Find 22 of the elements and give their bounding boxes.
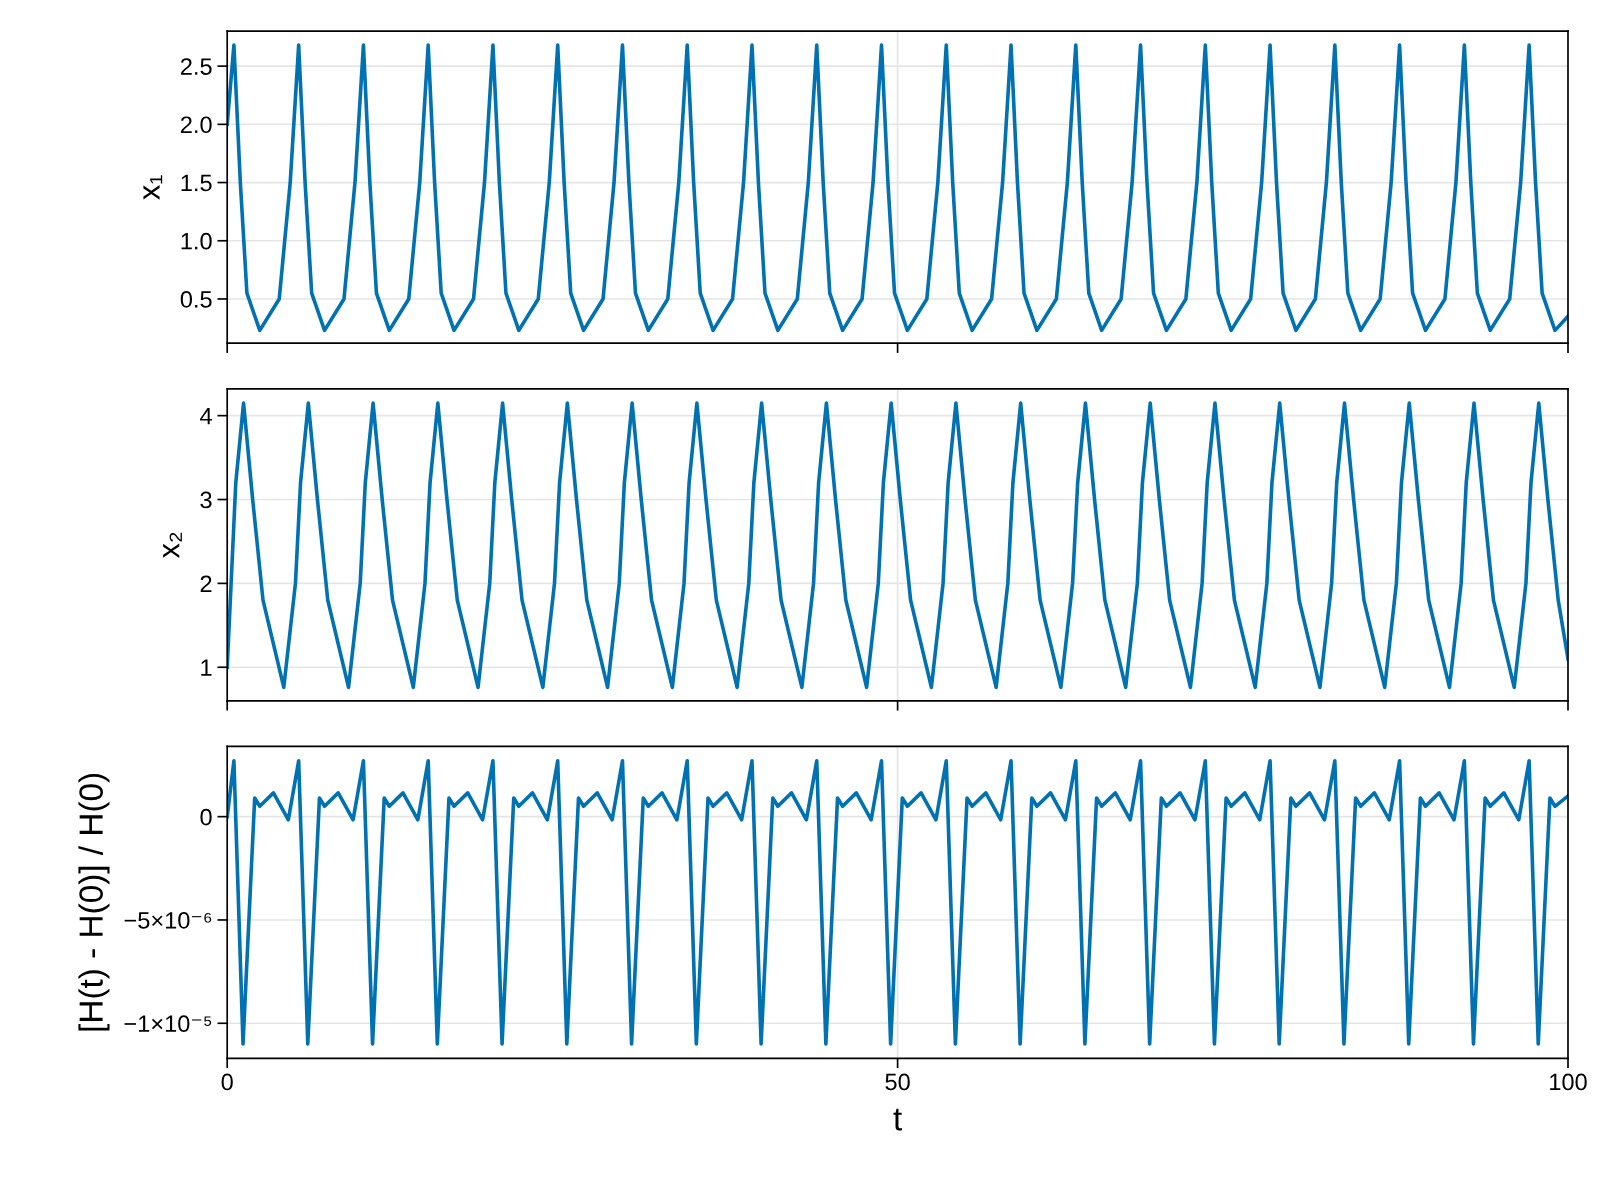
y-tick-label: 0 — [200, 808, 212, 826]
y-tick-label: 1.0 — [181, 232, 212, 250]
y-tick-label: −1×10⁻⁵ — [124, 1015, 212, 1033]
y-tick-label: 2.5 — [180, 58, 212, 75]
y-tick-label: 2.0 — [180, 116, 212, 134]
y-axis-title: [H(t) - H(0)] / H(0) — [78, 773, 110, 1031]
line-series — [227, 759, 1568, 1046]
line-series — [227, 43, 1568, 333]
y-tick-label: 3 — [200, 491, 212, 509]
y-tick-label: 4 — [200, 407, 212, 425]
y-axis-title: x₂ — [163, 532, 182, 559]
line-series — [227, 401, 1568, 690]
x-axis-title: t — [893, 1108, 902, 1131]
y-tick-label: −5×10⁻⁶ — [124, 912, 212, 929]
x-tick-label: 0 — [221, 1073, 233, 1091]
y-tick-label: 1.5 — [181, 174, 212, 192]
y-tick-label: 1 — [201, 659, 212, 676]
y-axis-title: x₁ — [143, 175, 163, 200]
y-tick-label: 0.5 — [180, 291, 212, 308]
x-tick-label: 100 — [1550, 1073, 1587, 1091]
x-tick-label: 50 — [885, 1073, 910, 1091]
y-tick-label: 2 — [200, 575, 212, 592]
